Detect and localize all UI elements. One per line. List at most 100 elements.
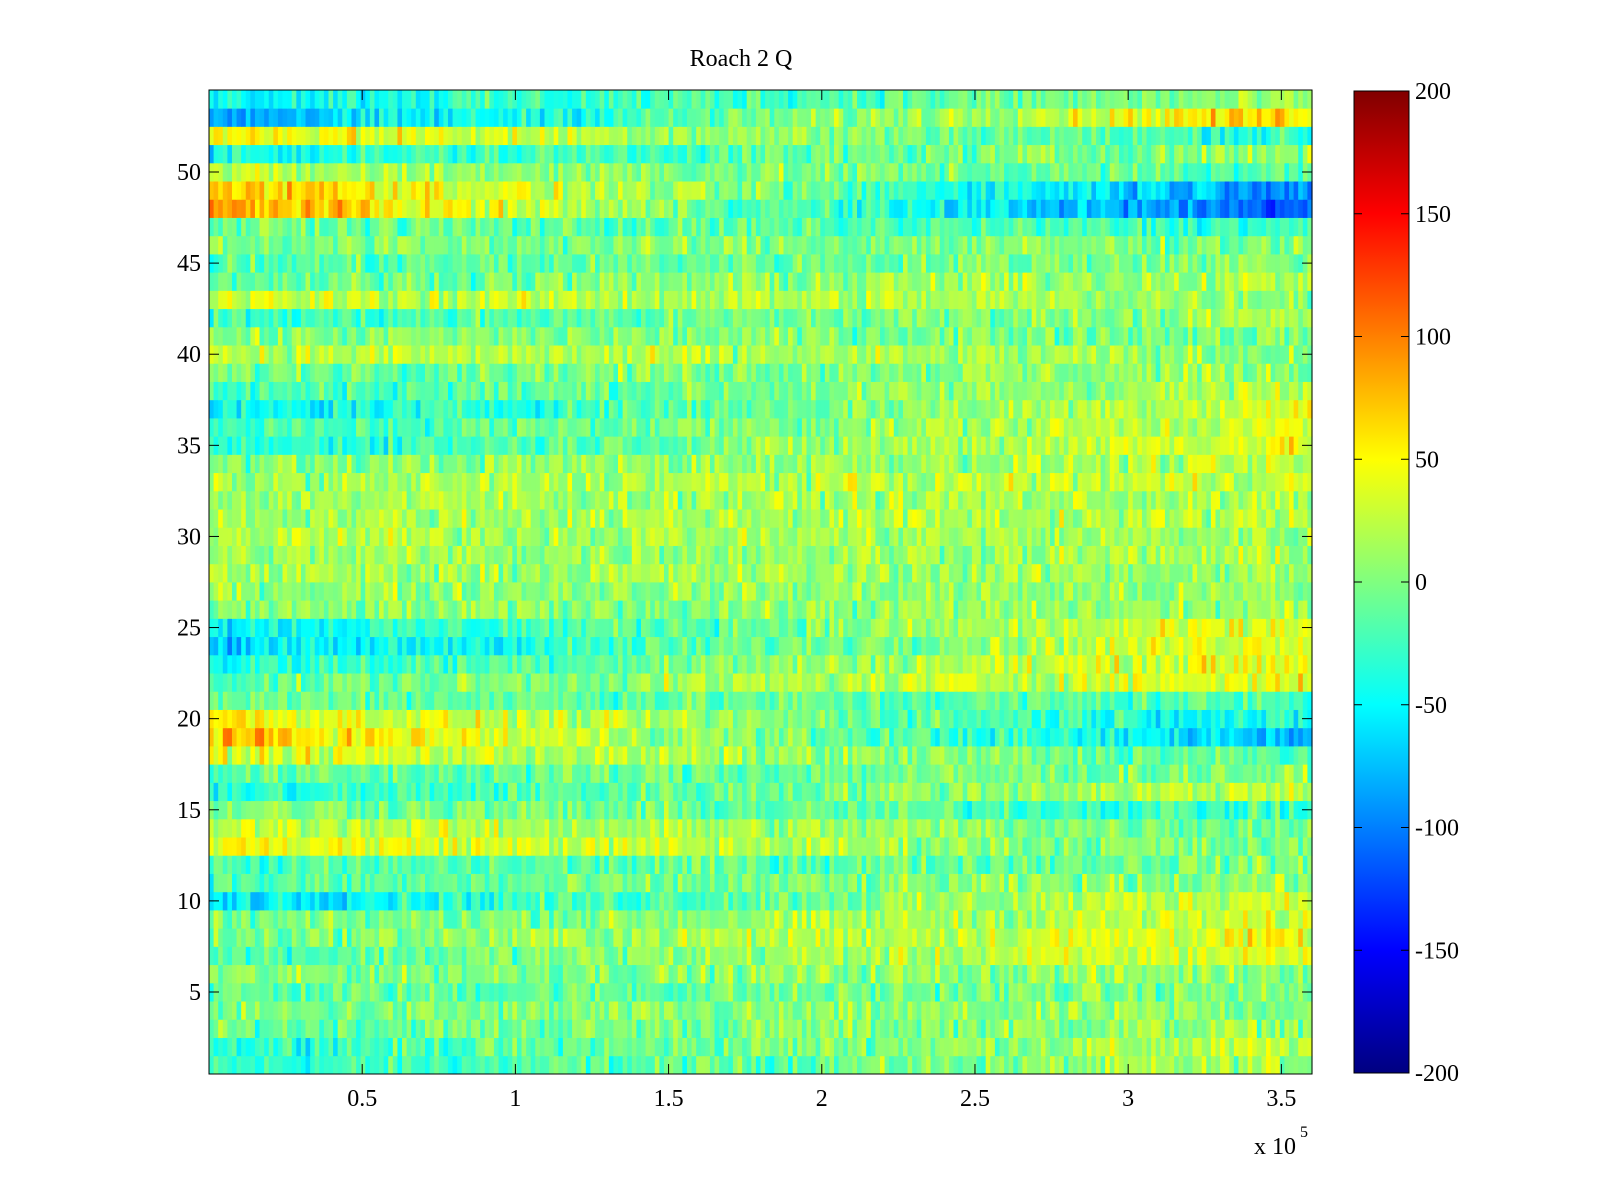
heatmap-cell bbox=[1050, 709, 1056, 729]
heatmap-cell bbox=[728, 873, 734, 893]
heatmap-cell bbox=[277, 964, 284, 984]
heatmap-cell bbox=[521, 746, 527, 765]
heatmap-cell bbox=[466, 1019, 472, 1038]
heatmap-cell bbox=[939, 1001, 945, 1020]
heatmap-cell bbox=[953, 837, 959, 856]
heatmap-cell bbox=[604, 709, 610, 729]
heatmap-cell bbox=[788, 727, 794, 747]
heatmap-cell bbox=[847, 746, 854, 765]
heatmap-cell bbox=[392, 691, 399, 710]
heatmap-cell bbox=[659, 855, 665, 874]
heatmap-cell bbox=[595, 764, 601, 783]
heatmap-cell bbox=[595, 1019, 601, 1038]
heatmap-cell bbox=[650, 1055, 656, 1075]
heatmap-cell bbox=[884, 928, 890, 947]
heatmap-cell bbox=[365, 910, 371, 929]
heatmap-cell bbox=[866, 691, 872, 710]
heatmap-cell bbox=[558, 764, 564, 783]
heatmap-cell bbox=[503, 800, 509, 820]
heatmap-cell bbox=[1247, 928, 1253, 947]
heatmap-cell bbox=[1040, 1019, 1047, 1038]
heatmap-cell bbox=[1123, 1037, 1129, 1057]
heatmap-cell bbox=[829, 928, 835, 947]
heatmap-cell bbox=[576, 691, 582, 710]
heatmap-cell bbox=[1229, 746, 1235, 765]
heatmap-cell bbox=[530, 982, 536, 1002]
heatmap-cell bbox=[259, 946, 265, 966]
heatmap-cell bbox=[1054, 928, 1060, 947]
heatmap-cell bbox=[829, 1055, 835, 1075]
heatmap-cell bbox=[847, 782, 854, 802]
heatmap-cell bbox=[622, 1055, 628, 1075]
heatmap-cell bbox=[466, 982, 472, 1002]
heatmap-cell bbox=[608, 709, 615, 729]
heatmap-cell bbox=[599, 782, 605, 802]
heatmap-cell bbox=[668, 964, 674, 984]
heatmap-cell bbox=[1307, 855, 1313, 874]
heatmap-cell bbox=[397, 873, 403, 893]
heatmap-cell bbox=[558, 782, 564, 802]
heatmap-cell bbox=[425, 782, 431, 802]
heatmap-cell bbox=[392, 928, 399, 947]
heatmap-cell bbox=[1050, 1001, 1056, 1020]
heatmap-cell bbox=[521, 1037, 527, 1057]
heatmap-cell bbox=[682, 946, 688, 966]
heatmap-cell bbox=[737, 727, 743, 747]
heatmap-cell bbox=[1100, 837, 1106, 856]
heatmap-cell bbox=[1091, 855, 1097, 874]
heatmap-cell bbox=[700, 946, 706, 966]
heatmap-cell bbox=[268, 1001, 274, 1020]
heatmap-cell bbox=[264, 946, 270, 966]
heatmap-cell bbox=[1266, 818, 1272, 838]
heatmap-cell bbox=[1132, 800, 1138, 820]
heatmap-cell bbox=[829, 855, 835, 874]
heatmap-cell bbox=[696, 1055, 702, 1075]
heatmap-cell bbox=[1123, 982, 1129, 1002]
heatmap-cell bbox=[925, 782, 932, 802]
heatmap-cell bbox=[778, 1037, 785, 1057]
heatmap-cell bbox=[746, 691, 752, 710]
heatmap-cell bbox=[1266, 764, 1272, 783]
heatmap-cell bbox=[291, 1055, 297, 1075]
heatmap-cell bbox=[847, 910, 854, 929]
heatmap-cell bbox=[296, 709, 302, 729]
heatmap-cell bbox=[1031, 891, 1037, 911]
heatmap-cell bbox=[337, 946, 343, 966]
heatmap-cell bbox=[236, 873, 242, 893]
heatmap-cell bbox=[622, 818, 628, 838]
heatmap-cell bbox=[999, 782, 1005, 802]
heatmap-cell bbox=[788, 891, 794, 911]
heatmap-cell bbox=[466, 873, 472, 893]
heatmap-cell bbox=[677, 928, 683, 947]
heatmap-cell bbox=[1192, 1001, 1198, 1020]
heatmap-cell bbox=[686, 1001, 693, 1020]
heatmap-cell bbox=[622, 764, 628, 783]
heatmap-cell bbox=[788, 782, 794, 802]
heatmap-cell bbox=[751, 855, 757, 874]
heatmap-cell bbox=[1054, 837, 1060, 856]
heatmap-cell bbox=[981, 873, 987, 893]
heatmap-cell bbox=[1275, 800, 1281, 820]
heatmap-cell bbox=[1137, 1019, 1143, 1038]
heatmap-cell bbox=[328, 691, 334, 710]
heatmap-cell bbox=[356, 982, 362, 1002]
heatmap-cell bbox=[935, 746, 941, 765]
heatmap-cell bbox=[1017, 910, 1024, 929]
heatmap-cell bbox=[1266, 782, 1272, 802]
heatmap-cell bbox=[953, 727, 959, 747]
heatmap-cell bbox=[379, 1019, 385, 1038]
heatmap-cell bbox=[893, 782, 899, 802]
heatmap-cell bbox=[572, 928, 578, 947]
heatmap-cell bbox=[526, 1019, 532, 1038]
heatmap-cell bbox=[1238, 1037, 1244, 1057]
heatmap-cell bbox=[709, 946, 716, 966]
heatmap-cell bbox=[815, 982, 821, 1002]
heatmap-cell bbox=[636, 1019, 642, 1038]
heatmap-cell bbox=[769, 800, 775, 820]
heatmap-cell bbox=[879, 855, 886, 874]
heatmap-cell bbox=[806, 928, 812, 947]
heatmap-cell bbox=[659, 946, 665, 966]
heatmap-cell bbox=[383, 691, 389, 710]
heatmap-cell bbox=[691, 873, 697, 893]
heatmap-cell bbox=[1109, 746, 1115, 765]
